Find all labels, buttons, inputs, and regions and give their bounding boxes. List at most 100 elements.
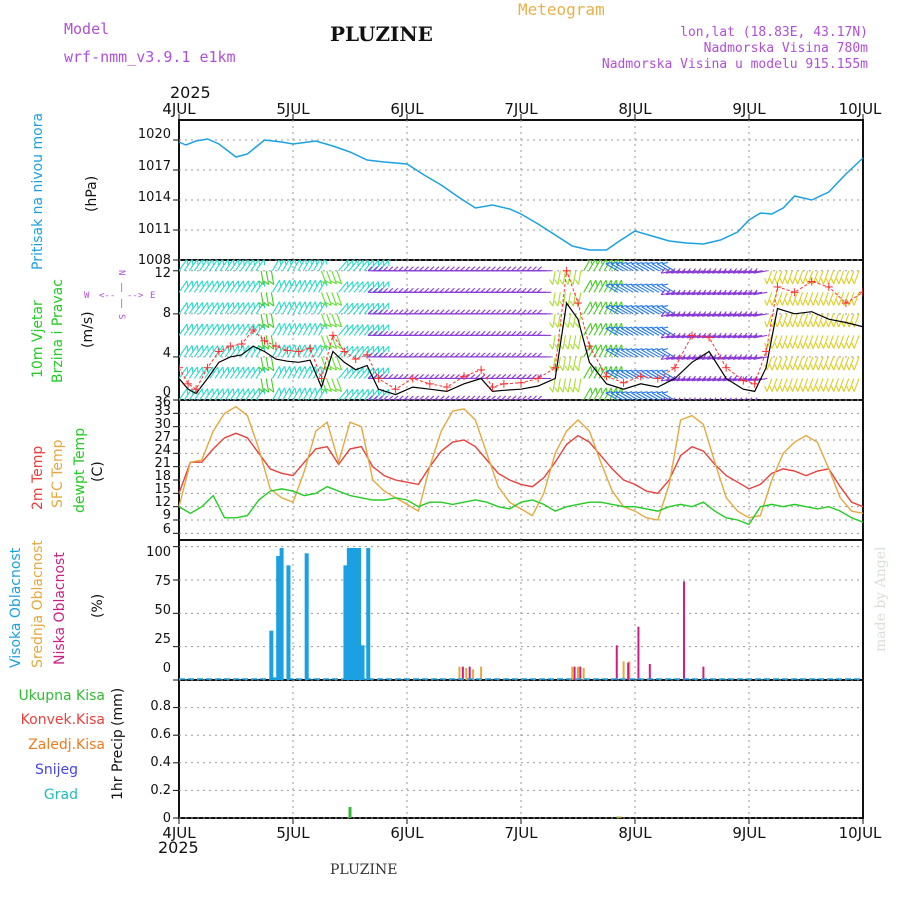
wind-barb-flag	[222, 366, 225, 374]
wind-barb-flag	[258, 260, 261, 266]
wind-barb-flag	[774, 342, 778, 349]
wind-barb	[297, 387, 306, 400]
wind-barb	[250, 302, 260, 315]
wind-barb-flag	[434, 395, 440, 400]
wind-barb	[214, 323, 224, 336]
wind-barb	[302, 322, 311, 336]
high_cloud-bar	[276, 556, 281, 680]
wind-barb	[554, 399, 556, 400]
wind-barb-flag	[227, 280, 230, 287]
wind-barb-flag	[742, 311, 748, 317]
wind-barb-flag	[670, 289, 676, 296]
pressure-ytick-3: 1017	[138, 159, 171, 174]
wind-barb	[336, 313, 343, 328]
wind-barb	[297, 260, 305, 272]
wind-barb-flag	[212, 302, 215, 309]
wind-barb	[358, 302, 369, 315]
wind-barb-flag	[701, 311, 707, 317]
wind-barb	[193, 260, 203, 272]
wind-barb-flag	[207, 345, 209, 352]
wind-barb-flag	[242, 323, 245, 330]
wind-barb-flag	[610, 283, 617, 286]
wind-barb-flag	[727, 289, 732, 296]
wind-barb	[822, 335, 829, 349]
wind-barb-flag	[846, 385, 850, 392]
wind-barb-flag	[590, 366, 593, 373]
wind-barb	[646, 327, 660, 336]
wind-barb-flag	[656, 348, 664, 351]
wind-barb-flag	[691, 289, 696, 296]
wind-barb	[817, 335, 824, 349]
wind-barb	[588, 387, 597, 400]
wind-barb	[363, 260, 374, 272]
wind-barb	[802, 292, 809, 306]
product-title: Meteogram	[518, 0, 605, 19]
wind-barb	[832, 399, 834, 400]
wind-barb-flag	[826, 408, 828, 414]
wind-barb-flag	[516, 287, 522, 293]
wind-barb-flag	[258, 366, 261, 374]
wind-barb-flag	[747, 289, 753, 296]
wind-barb	[292, 322, 301, 336]
wind-barb	[245, 302, 255, 315]
time-tick-top-3: 7JUL	[504, 100, 538, 118]
wind-barb	[615, 349, 629, 358]
wind-barb-flag	[319, 323, 323, 330]
wind-barb-flag	[631, 369, 638, 372]
wind-barb	[661, 284, 675, 293]
wind-barb-flag	[670, 354, 676, 360]
wind-barb	[807, 335, 814, 349]
wind-barb-flag	[610, 391, 617, 394]
wind-barb	[626, 263, 639, 272]
wind-barb	[219, 323, 229, 336]
wind-barb	[234, 388, 244, 400]
wind-barb	[583, 387, 592, 400]
wind-barb-flag	[506, 287, 512, 293]
wind-barb-flag	[723, 397, 727, 400]
wind-barb	[598, 387, 607, 400]
precip-panel	[178, 679, 864, 819]
wind-barb-flag	[511, 266, 517, 272]
wind-barb-flag	[196, 280, 199, 287]
wind-barb-flag	[429, 266, 435, 272]
wind-barb-flag	[480, 309, 486, 315]
wind-barb	[193, 302, 203, 315]
wind-barb	[812, 313, 819, 328]
wind-barb	[567, 270, 572, 285]
wind-barb-flag	[388, 395, 394, 400]
wind-barb-flag	[248, 366, 250, 374]
wind-barb-flag	[531, 374, 537, 379]
wind-barb	[787, 292, 793, 306]
wind-barb	[748, 334, 763, 339]
wind-barb	[282, 387, 291, 400]
wind-barb-flag	[574, 343, 579, 350]
wind-barb	[358, 260, 369, 272]
wind-barb-flag	[711, 332, 717, 339]
wind-barb-flag	[727, 268, 732, 274]
wind-barb	[753, 356, 768, 360]
wind-barb-flag	[610, 326, 617, 329]
wind-barb	[338, 281, 349, 293]
wind-barb-flag	[284, 366, 287, 373]
wind-barb	[338, 367, 349, 379]
wind-barb-flag	[500, 352, 507, 358]
wind-barb	[802, 335, 809, 349]
wind-barb	[368, 260, 379, 272]
wind-barb-flag	[511, 352, 517, 358]
wind-barb	[828, 335, 834, 349]
wind-barb-flag	[207, 280, 209, 287]
wind-barb-flag	[325, 302, 332, 306]
time-tick-bottom-1: 5JUL	[276, 824, 310, 842]
wind-barb-flag	[765, 408, 767, 414]
wind-barb-flag	[516, 266, 522, 272]
wind-barb-flag	[423, 374, 430, 379]
wind-barb-flag	[600, 260, 603, 265]
wind-barb-flag	[693, 397, 696, 400]
wind-barb	[812, 356, 819, 371]
wind-barb-flag	[605, 348, 612, 351]
wind-barb	[656, 306, 670, 315]
low_cloud-bar	[461, 666, 464, 680]
wind-barb-flag	[470, 287, 476, 293]
wind-barb-flag	[717, 311, 722, 317]
wind-barb	[557, 292, 561, 307]
